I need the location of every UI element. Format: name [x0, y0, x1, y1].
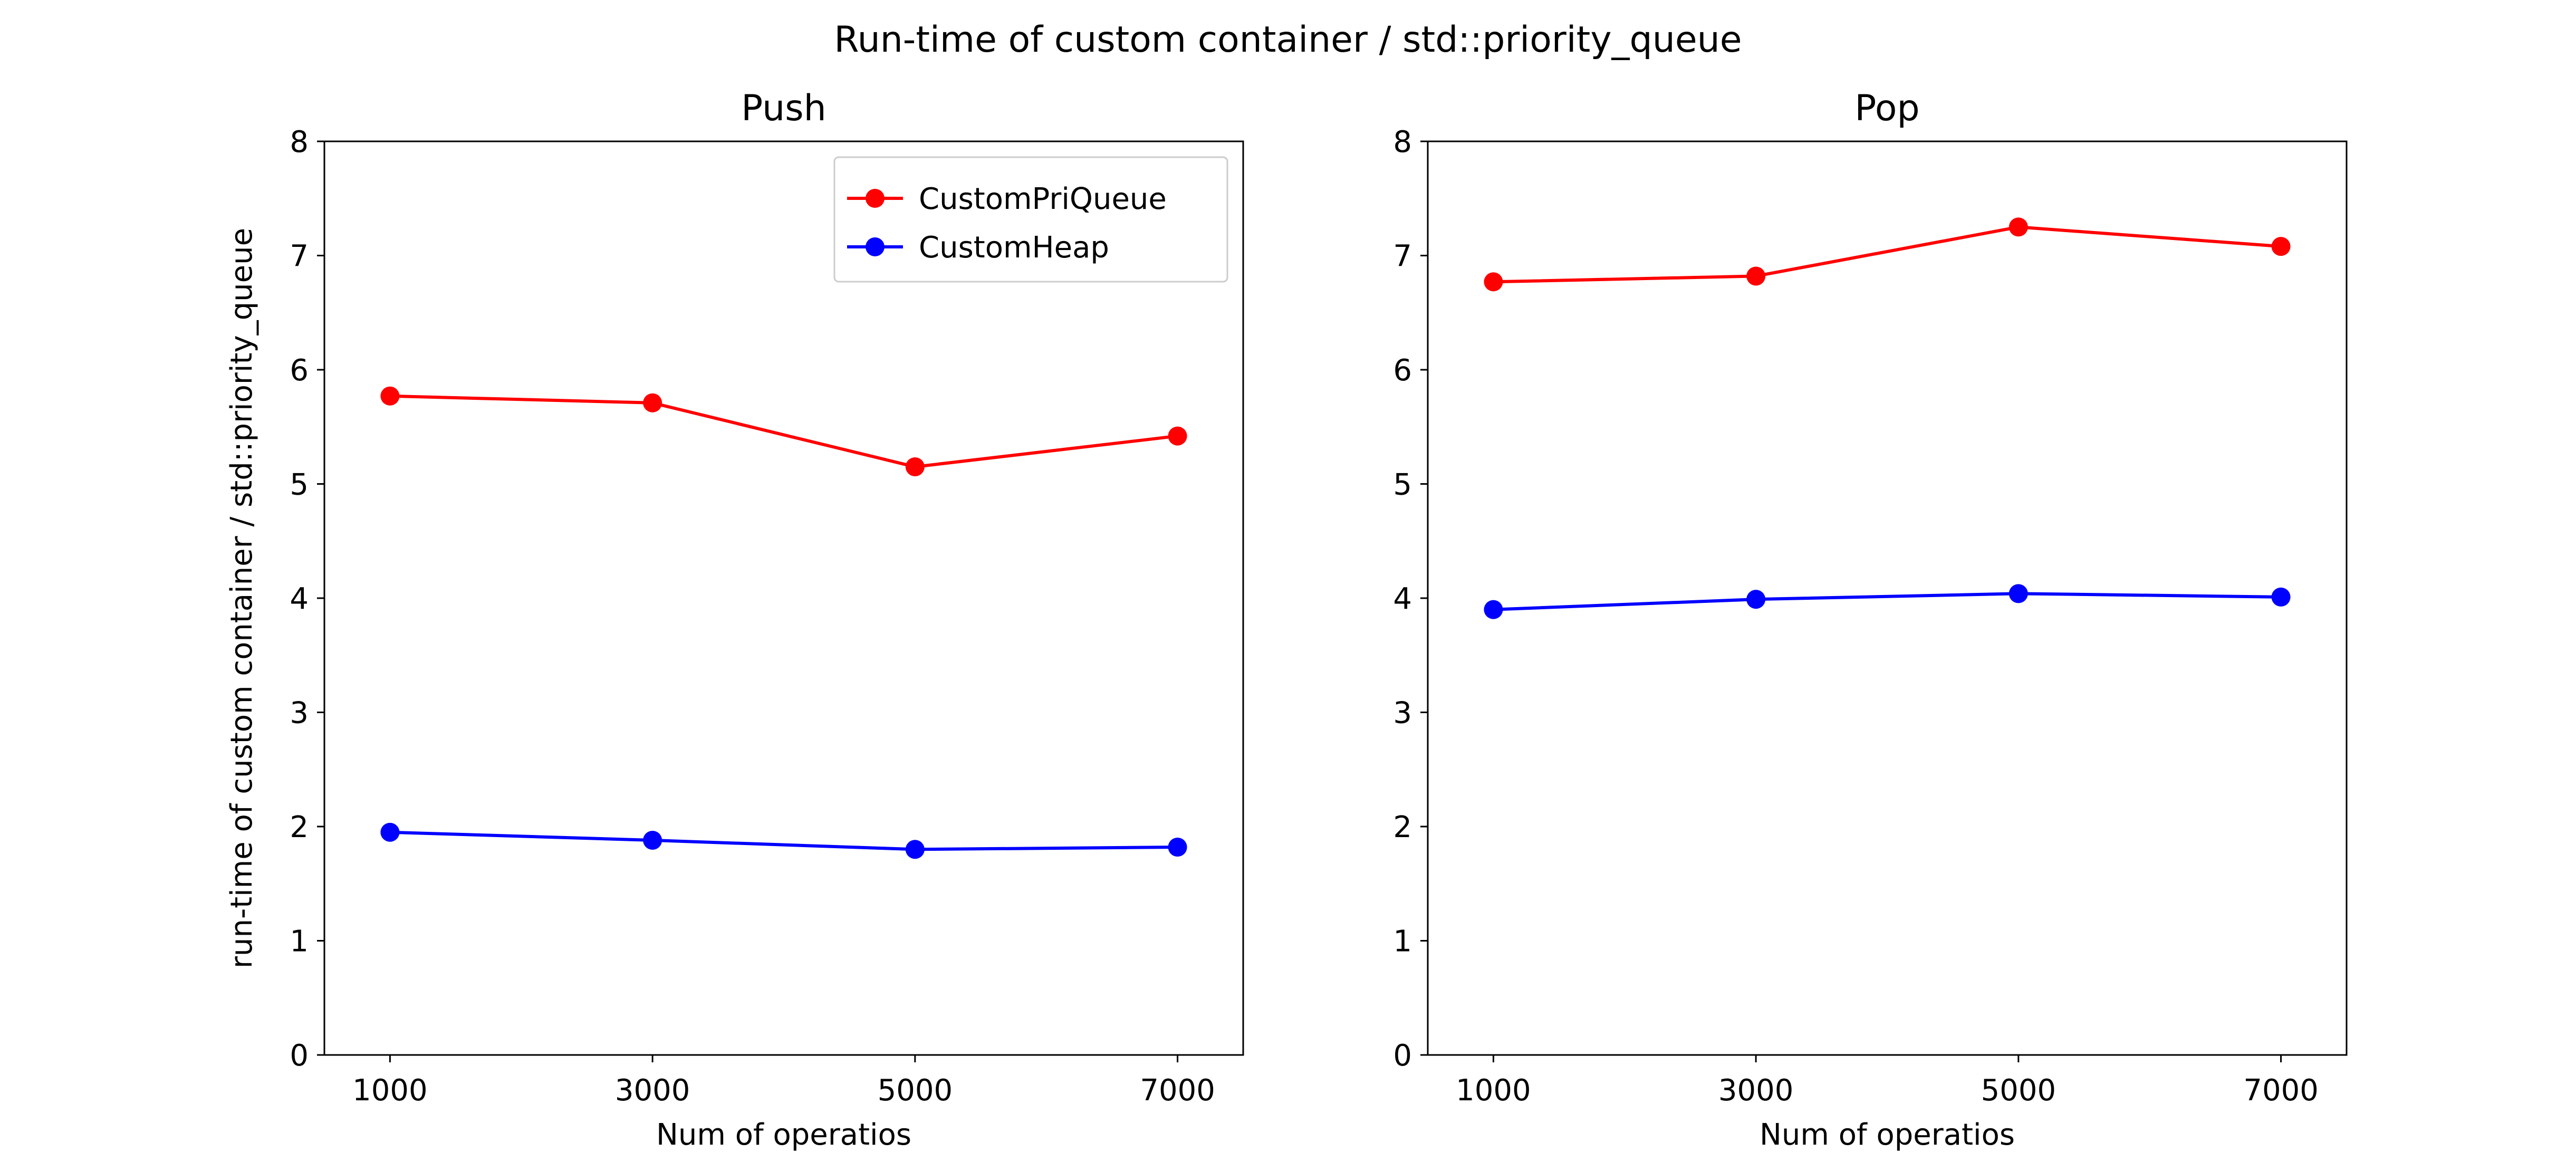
series-line	[390, 394, 1178, 469]
y-tick-label: 3	[290, 696, 309, 731]
series-custompriqueue	[380, 386, 1187, 477]
x-axis-label: Num of operatios	[1760, 1118, 2015, 1152]
y-tick-label: 8	[1393, 125, 1412, 159]
data-point	[380, 822, 400, 842]
y-tick-label: 5	[290, 468, 309, 502]
legend-label: CustomHeap	[919, 231, 1109, 265]
y-tick-label: 7	[1393, 239, 1412, 274]
y-tick-label: 6	[1393, 353, 1412, 388]
y-tick-label: 2	[290, 810, 309, 844]
data-point	[1746, 266, 1766, 286]
series-custompriqueue	[1484, 217, 2291, 292]
y-tick-label: 4	[290, 582, 309, 616]
subplots: Push 0 1 2 3 4 5 6 7 8 1000 3000 5000 7000 Num of oper…	[225, 88, 2348, 1152]
subplot-pop: Pop 0 1 2 3 4 5 6 7 8 1000 3000 5000 7000 Num of opera…	[1393, 88, 2348, 1152]
y-tick-label: 4	[1393, 582, 1412, 616]
legend-marker	[866, 189, 885, 208]
subplot-title: Pop	[1854, 88, 1919, 129]
data-point	[905, 840, 925, 859]
data-point	[1168, 426, 1187, 446]
y-tick-label: 2	[1393, 810, 1412, 844]
y-tick-label: 3	[1393, 696, 1412, 731]
x-tick-label: 3000	[615, 1073, 690, 1108]
data-point	[1168, 837, 1187, 857]
legend-entry-custompriqueue: CustomPriQueue	[847, 182, 1167, 216]
legend-marker	[866, 237, 885, 256]
data-point	[2271, 587, 2291, 607]
legend-entry-customheap: CustomHeap	[847, 231, 1109, 265]
y-tick-label: 8	[290, 125, 309, 159]
x-tick-label: 1000	[352, 1073, 428, 1108]
x-tick-label: 3000	[1718, 1073, 1794, 1108]
axes-frame	[1427, 140, 2348, 1056]
series-customheap	[1484, 584, 2291, 619]
figure-title: Run-time of custom container / std::prio…	[834, 19, 1742, 61]
data-point	[905, 457, 925, 477]
data-point	[2008, 217, 2028, 237]
data-point	[2008, 584, 2028, 603]
y-tick-label: 0	[1393, 1039, 1412, 1073]
x-tick-label: 1000	[1456, 1073, 1531, 1108]
series-line	[390, 830, 1178, 851]
y-axis-label: run-time of custom container / std::prio…	[225, 228, 259, 968]
subplot-push: Push 0 1 2 3 4 5 6 7 8 1000 3000 5000 7000 Num of oper…	[225, 88, 1244, 1152]
data-point	[1484, 272, 1503, 292]
x-tick-label: 5000	[1981, 1073, 2056, 1108]
x-tick-label: 7000	[1140, 1073, 1215, 1108]
series-line	[1493, 225, 2281, 284]
y-tick-label: 7	[290, 239, 309, 274]
y-tick-label: 6	[290, 353, 309, 388]
series-line	[1493, 592, 2281, 611]
series-customheap	[380, 822, 1187, 859]
data-point	[643, 830, 662, 850]
y-tick-label: 1	[290, 925, 309, 959]
axes-frame	[323, 140, 1244, 1056]
data-point	[380, 386, 400, 406]
y-tick-label: 0	[290, 1039, 309, 1073]
data-point	[643, 393, 662, 412]
x-tick-label: 5000	[878, 1073, 953, 1108]
y-tick-label: 5	[1393, 468, 1412, 502]
y-tick-label: 1	[1393, 925, 1412, 959]
data-point	[2271, 237, 2291, 256]
data-point	[1746, 590, 1766, 609]
legend-box	[833, 156, 1228, 283]
subplot-title: Push	[741, 88, 826, 129]
legend: CustomPriQueue CustomHeap	[833, 156, 1228, 283]
x-axis-label: Num of operatios	[656, 1118, 911, 1152]
data-point	[1484, 600, 1503, 619]
legend-label: CustomPriQueue	[919, 182, 1167, 216]
x-tick-label: 7000	[2243, 1073, 2319, 1108]
